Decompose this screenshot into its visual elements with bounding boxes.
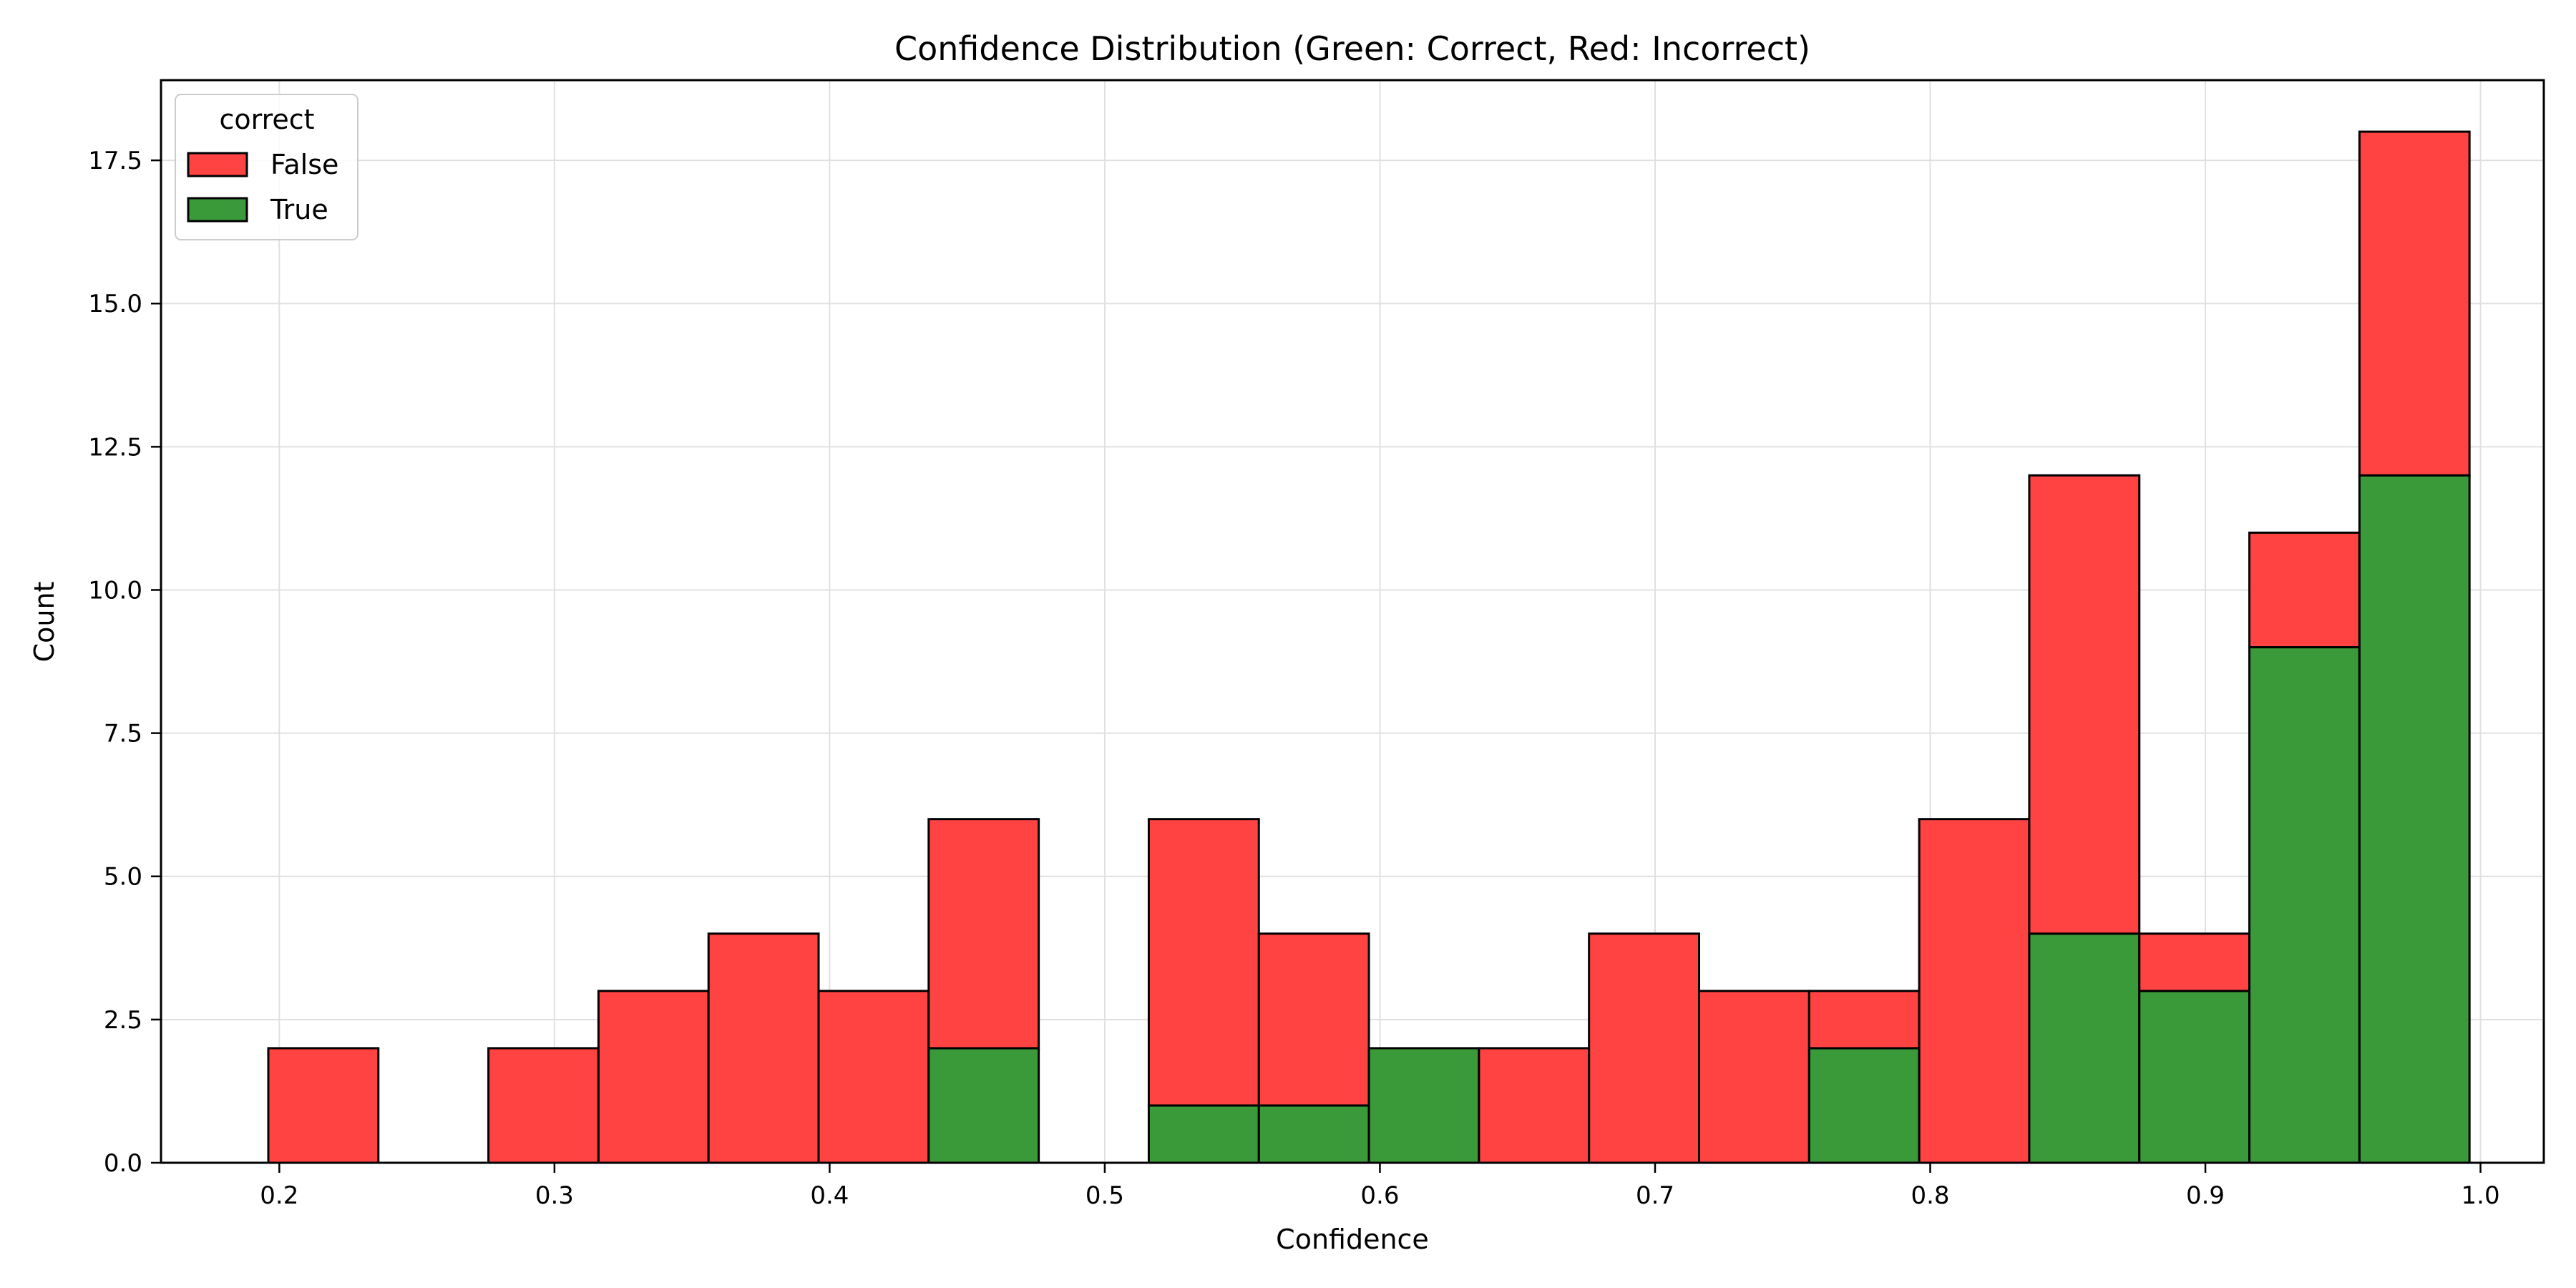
x-tick-label: 0.7 xyxy=(1636,1181,1674,1210)
bar-false xyxy=(2248,531,2361,649)
bar-false xyxy=(1147,818,1260,1107)
bar-false xyxy=(1807,990,1921,1050)
bar-false xyxy=(267,1047,380,1164)
x-axis-title: Confidence xyxy=(1276,1224,1429,1255)
x-axis-ticks: 0.2 0.3 0.4 0.5 0.6 0.7 0.8 0.9 1.0 xyxy=(260,1163,2500,1210)
x-tick-label: 0.5 xyxy=(1085,1181,1124,1210)
x-tick-label: 0.4 xyxy=(810,1181,849,1210)
bar-false xyxy=(1478,1047,1591,1164)
x-tick-label: 0.6 xyxy=(1360,1181,1399,1210)
bar-true xyxy=(1807,1047,1921,1164)
y-tick-label: 10.0 xyxy=(88,576,142,605)
y-axis-title: Count xyxy=(29,582,60,663)
x-tick-label: 0.2 xyxy=(260,1181,298,1210)
y-tick-label: 2.5 xyxy=(104,1006,142,1035)
y-tick-label: 7.5 xyxy=(104,720,142,748)
bar-false xyxy=(597,990,710,1164)
bar-false xyxy=(1257,932,1370,1107)
bar-true xyxy=(927,1047,1040,1164)
bar-true xyxy=(1367,1047,1480,1164)
bar-true xyxy=(2248,646,2361,1164)
bar-false xyxy=(2358,130,2471,477)
bar-false xyxy=(487,1047,600,1164)
y-tick-label: 15.0 xyxy=(88,290,142,318)
bar-true xyxy=(1257,1104,1370,1164)
x-tick-label: 0.3 xyxy=(535,1181,574,1210)
y-tick-label: 17.5 xyxy=(88,147,142,175)
bar-true xyxy=(2358,474,2471,1164)
legend-label-false: False xyxy=(270,149,338,180)
x-tick-label: 1.0 xyxy=(2462,1181,2500,1210)
bar-false xyxy=(817,990,930,1164)
bar-false xyxy=(1918,818,2031,1164)
bar-true xyxy=(1147,1104,1260,1164)
y-tick-label: 12.5 xyxy=(88,433,142,462)
bar-false xyxy=(2138,932,2251,992)
y-tick-label: 5.0 xyxy=(104,863,142,892)
plot-frame xyxy=(160,79,2545,1164)
legend-title: correct xyxy=(219,104,314,135)
x-tick-label: 0.8 xyxy=(1911,1181,1949,1210)
bar-true xyxy=(2028,932,2141,1164)
legend-label-true: True xyxy=(270,194,328,225)
bar-false xyxy=(1698,990,1810,1164)
bar-false xyxy=(927,818,1040,1050)
legend: correct False True xyxy=(175,94,358,240)
y-tick-label: 0.0 xyxy=(104,1149,142,1178)
y-axis-ticks: 0.0 2.5 5.0 7.5 10.0 12.5 15.0 17.5 xyxy=(88,147,161,1178)
bars xyxy=(267,130,2471,1164)
bar-false xyxy=(2028,474,2141,935)
bar-false xyxy=(707,932,820,1164)
x-tick-label: 0.9 xyxy=(2186,1181,2225,1210)
bar-false xyxy=(1588,932,1701,1164)
bar-true xyxy=(2138,990,2251,1164)
chart-title: Confidence Distribution (Green: Correct,… xyxy=(894,29,1810,68)
legend-swatch-false xyxy=(187,152,248,177)
legend-swatch-true xyxy=(187,197,248,223)
